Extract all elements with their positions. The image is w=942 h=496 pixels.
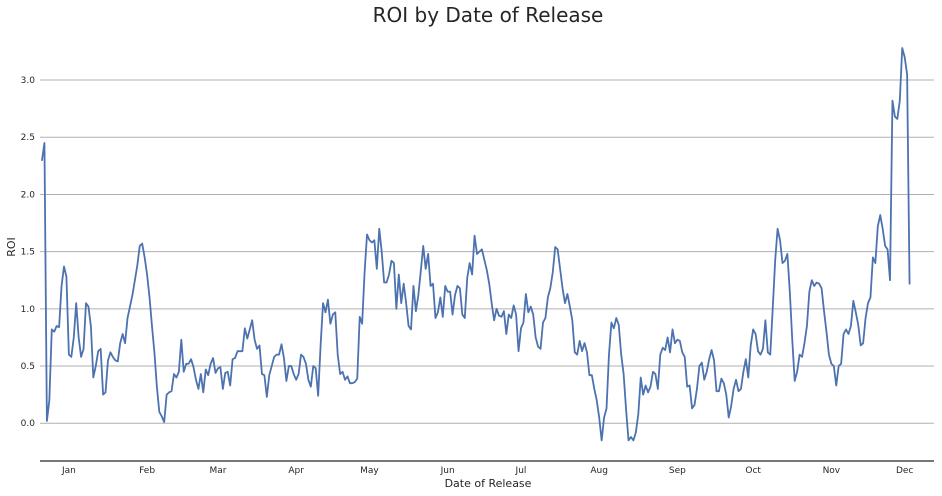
x-tick-label-jul: Jul: [515, 466, 527, 476]
y-tick-label: 1.5: [21, 248, 35, 258]
chart-title: ROI by Date of Release: [373, 3, 604, 27]
y-axis-ticks: 0.0 0.5 1.0 1.5 2.0 2.5 3.0: [21, 76, 36, 429]
y-tick-label: 2.0: [21, 190, 36, 200]
x-tick-label-feb: Feb: [139, 466, 155, 476]
x-tick-label-may: May: [360, 466, 379, 476]
x-tick-label-apr: Apr: [288, 466, 304, 476]
x-axis-ticks: Jan Feb Mar Apr May Jun Jul Aug Sep Oct Nov Dec: [61, 466, 913, 476]
y-axis-label: ROI: [5, 237, 18, 257]
x-tick-label-jun: Jun: [440, 466, 455, 476]
x-tick-label-nov: Nov: [823, 466, 841, 476]
x-tick-label-mar: Mar: [209, 466, 226, 476]
y-tick-label: 0.5: [21, 362, 35, 372]
x-tick-label-oct: Oct: [745, 466, 761, 476]
roi-series-line: [41, 47, 911, 442]
x-tick-label-jan: Jan: [61, 466, 76, 476]
y-tick-label: 0.0: [21, 419, 36, 429]
gridlines: [40, 79, 934, 424]
x-axis-label: Date of Release: [445, 477, 532, 490]
y-tick-label: 2.5: [21, 133, 35, 143]
series-group: [41, 47, 911, 442]
x-tick-label-aug: Aug: [590, 466, 608, 476]
y-tick-label: 1.0: [21, 305, 36, 315]
x-tick-label-dec: Dec: [896, 466, 913, 476]
y-tick-label: 3.0: [21, 76, 36, 86]
x-tick-label-sep: Sep: [669, 466, 686, 476]
